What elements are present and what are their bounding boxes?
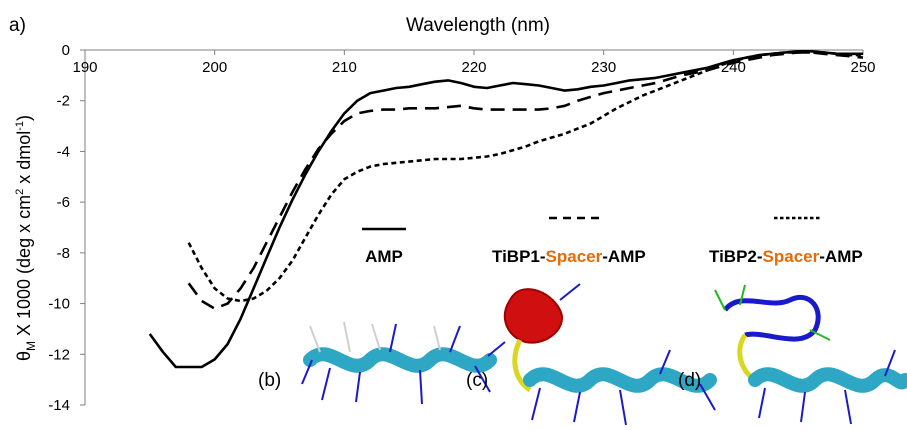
legend: AMP TiBP1-Spacer-AMP TiBP2-Spacer-AMP — [362, 216, 863, 266]
y-tick-label: -4 — [57, 143, 70, 160]
loop-region — [723, 294, 821, 342]
spacer-linker — [512, 338, 532, 393]
series-line-2 — [187, 51, 863, 303]
legend-label-tibp1: TiBP1-Spacer-AMP — [492, 247, 646, 266]
legend-label-tibp2: TiBP2-Spacer-AMP — [709, 247, 863, 266]
green-side-chains — [714, 284, 831, 341]
y-tick-label: -2 — [57, 93, 70, 110]
structure-tibp2-image — [714, 284, 907, 425]
x-tick-label: 190 — [72, 59, 97, 76]
side-chains — [531, 283, 716, 426]
x-tick-label: 200 — [202, 59, 227, 76]
y-tick-label: -6 — [57, 194, 70, 211]
structure-tibp1-image — [503, 283, 717, 426]
side-chains — [758, 349, 896, 425]
panel-label-b: (b) — [258, 370, 281, 391]
helix-ribbon — [748, 367, 907, 393]
structure-amp-image — [301, 321, 506, 405]
axes — [84, 49, 863, 405]
panel-label-a: a) — [9, 15, 26, 36]
helix-ribbon — [523, 367, 717, 393]
hydrogen-atoms — [309, 321, 441, 353]
panel-label-c: (c) — [466, 370, 488, 391]
series-line-1 — [187, 51, 864, 310]
y-tick-label: 0 — [62, 42, 70, 59]
x-tick-label: 250 — [850, 59, 875, 76]
x-axis-title: Wavelength (nm) — [406, 15, 550, 36]
y-tick-label: -8 — [57, 245, 70, 262]
y-tick-label: -12 — [48, 346, 70, 363]
series-group — [148, 50, 864, 369]
x-tick-label: 220 — [461, 59, 486, 76]
y-tick-label: -14 — [48, 397, 70, 414]
legend-label-amp: AMP — [365, 247, 403, 266]
y-axis-title: θM X 1000 (deg x cm2 x dmol-1) — [14, 115, 38, 361]
panel-label-d: (d) — [678, 370, 701, 391]
y-tick-label: -10 — [48, 296, 70, 313]
x-tick-label: 210 — [332, 59, 357, 76]
helix-ribbon — [303, 347, 497, 373]
series-line-0 — [148, 50, 863, 369]
loop-region — [503, 288, 563, 344]
x-tick-label: 230 — [591, 59, 616, 76]
side-chains — [301, 323, 506, 405]
